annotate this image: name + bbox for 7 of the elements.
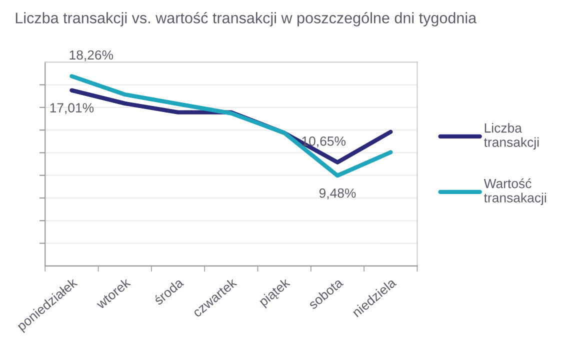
data-label: 17,01% <box>50 103 94 114</box>
legend-label: Liczba transakcji <box>484 123 539 150</box>
data-label: 10,65% <box>302 136 346 148</box>
legend-label: Wartość transakacji <box>484 178 546 206</box>
data-label: 9,48% <box>319 188 356 200</box>
chart-title: Liczba transakcji vs. wartość transakcji w poszczególne dni tygodnia <box>16 12 477 26</box>
data-label: 18,26% <box>70 50 114 62</box>
